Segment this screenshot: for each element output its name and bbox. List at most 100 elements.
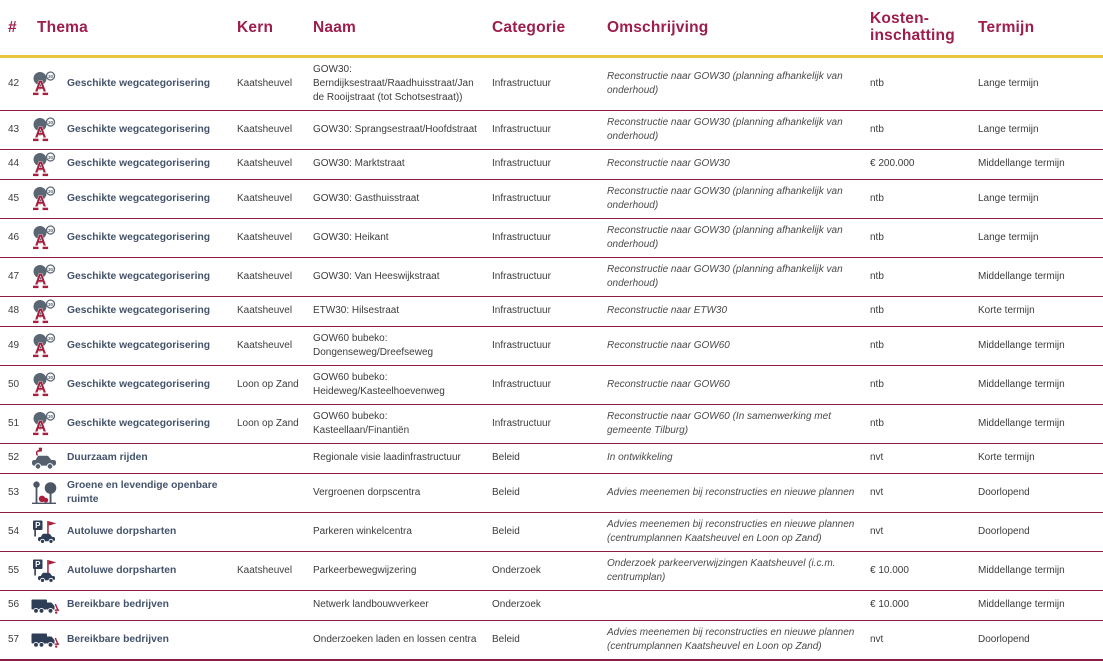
omschrijving-cell: Reconstructie naar GOW30 (planning afhan… bbox=[607, 116, 843, 142]
termijn-cell: Lange termijn bbox=[978, 192, 1039, 204]
svg-text:A: A bbox=[35, 159, 47, 176]
svg-text:P: P bbox=[35, 521, 41, 530]
thema-label: Geschikte wegcategorisering bbox=[67, 378, 211, 390]
termijn-cell: Doorlopend bbox=[978, 633, 1030, 645]
svg-text:30: 30 bbox=[48, 189, 54, 194]
kern-cell: Kaatsheuvel bbox=[237, 339, 293, 351]
omschrijving-cell: Advies meenemen bij reconstructies en ni… bbox=[607, 626, 855, 652]
thema-label: Autoluwe dorpsharten bbox=[67, 525, 177, 537]
row-number: 47 bbox=[8, 270, 20, 282]
naam-cell: GOW30: Heikant bbox=[313, 231, 389, 243]
road-category-icon: 30 A bbox=[28, 56, 62, 110]
kern-cell bbox=[232, 512, 308, 551]
categorie-cell: Infrastructuur bbox=[492, 123, 551, 135]
naam-cell: Regionale visie laadinfrastructuur bbox=[313, 452, 461, 464]
thema-label: Geschikte wegcategorisering bbox=[67, 158, 211, 170]
naam-cell: GOW60 bubeko: Kasteellaan/Finantiën bbox=[313, 410, 410, 436]
omschrijving-cell: Advies meenemen bij reconstructies en ni… bbox=[607, 486, 855, 498]
termijn-cell: Middellange termijn bbox=[978, 564, 1065, 576]
svg-text:A: A bbox=[35, 125, 47, 142]
svg-text:A: A bbox=[35, 419, 47, 436]
categorie-cell: Infrastructuur bbox=[492, 231, 551, 243]
termijn-cell: Lange termijn bbox=[978, 77, 1039, 89]
svg-text:30: 30 bbox=[48, 228, 54, 233]
svg-text:30: 30 bbox=[48, 336, 54, 341]
naam-cell: GOW60 bubeko: Dongenseweg/Dreefseweg bbox=[313, 332, 434, 358]
svg-text:30: 30 bbox=[48, 74, 54, 79]
termijn-cell: Korte termijn bbox=[978, 452, 1035, 464]
naam-cell: Vergroenen dorpscentra bbox=[313, 486, 421, 498]
svg-text:A: A bbox=[35, 341, 47, 358]
road-category-icon: 30 A bbox=[28, 149, 62, 179]
truck-icon bbox=[28, 620, 62, 660]
naam-cell: Parkeren winkelcentra bbox=[313, 525, 412, 537]
categorie-cell: Beleid bbox=[492, 633, 520, 645]
row-number: 52 bbox=[8, 452, 20, 464]
categorie-cell: Infrastructuur bbox=[492, 158, 551, 170]
table-row: 54 P Autoluwe dorpsharten Parkeren winke… bbox=[0, 512, 1103, 551]
ev-car-icon bbox=[28, 443, 62, 473]
termijn-cell: Middellange termijn bbox=[978, 339, 1065, 351]
termijn-cell: Doorlopend bbox=[978, 486, 1030, 498]
header-kern: Kern bbox=[237, 18, 274, 36]
table-row: 49 30 A Geschikte wegcategorisering Kaats… bbox=[0, 326, 1103, 366]
svg-text:30: 30 bbox=[48, 302, 54, 307]
table-row: 43 30 A Geschikte wegcategorisering Kaats… bbox=[0, 110, 1103, 150]
header-omschrijving: Omschrijving bbox=[607, 18, 709, 36]
table-row: 56 Bereikbare bedrijven Netwerk landbouw… bbox=[0, 590, 1103, 620]
termijn-cell: Lange termijn bbox=[978, 231, 1039, 243]
table-row: 57 Bereikbare bedrijven Onderzoeken lade… bbox=[0, 620, 1103, 660]
categorie-cell: Infrastructuur bbox=[492, 339, 551, 351]
road-category-icon: 30 A bbox=[28, 110, 62, 149]
row-number: 55 bbox=[8, 564, 20, 576]
road-category-icon: 30 A bbox=[28, 326, 62, 365]
categorie-cell: Onderzoek bbox=[492, 599, 541, 610]
header-categorie: Categorie bbox=[492, 18, 566, 36]
thema-label: Geschikte wegcategorisering bbox=[67, 231, 211, 243]
road-category-icon: 30 A bbox=[28, 404, 62, 443]
thema-label: Duurzaam rijden bbox=[67, 452, 148, 464]
table-body: 42 30 A Geschikte wegcategorisering Kaats… bbox=[0, 56, 1103, 660]
categorie-cell: Onderzoek bbox=[492, 564, 541, 576]
kosten-cell: ntb bbox=[870, 77, 884, 89]
kern-cell: Kaatsheuvel bbox=[237, 77, 293, 89]
naam-cell: GOW30: Berndijksestraat/Raadhuisstraat/J… bbox=[313, 63, 474, 103]
omschrijving-cell: Onderzoek parkeerverwijzingen Kaatsheuve… bbox=[607, 557, 836, 583]
table-row: 42 30 A Geschikte wegcategorisering Kaats… bbox=[0, 56, 1103, 111]
svg-text:30: 30 bbox=[48, 267, 54, 272]
thema-label: Geschikte wegcategorisering bbox=[67, 417, 211, 429]
row-number: 57 bbox=[8, 633, 20, 645]
row-number: 43 bbox=[8, 123, 20, 135]
svg-text:A: A bbox=[35, 306, 47, 323]
thema-label: Geschikte wegcategorisering bbox=[67, 77, 211, 89]
naam-cell: GOW60 bubeko: Heideweg/Kasteelhoevenweg bbox=[313, 371, 445, 397]
omschrijving-cell: Reconstructie naar GOW30 (planning afhan… bbox=[607, 224, 843, 250]
termijn-cell: Middellange termijn bbox=[978, 158, 1065, 170]
thema-label: Autoluwe dorpsharten bbox=[67, 564, 177, 576]
svg-text:30: 30 bbox=[48, 155, 54, 160]
kosten-cell: nvt bbox=[870, 452, 884, 464]
kern-cell bbox=[232, 590, 308, 620]
naam-cell: GOW30: Marktstraat bbox=[313, 158, 405, 170]
road-category-icon: 30 A bbox=[28, 296, 62, 326]
kosten-cell: ntb bbox=[870, 378, 884, 390]
termijn-cell: Middellange termijn bbox=[978, 417, 1065, 429]
row-number: 46 bbox=[8, 231, 20, 243]
kosten-cell: ntb bbox=[870, 270, 884, 282]
kosten-cell: € 200.000 bbox=[870, 158, 915, 170]
omschrijving-cell: Reconstructie naar GOW30 (planning afhan… bbox=[607, 263, 843, 289]
naam-cell: GOW30: Sprangsestraat/Hoofdstraat bbox=[313, 123, 477, 135]
thema-label: Geschikte wegcategorisering bbox=[67, 192, 211, 204]
row-number: 45 bbox=[8, 192, 20, 204]
kosten-cell: ntb bbox=[870, 231, 884, 243]
table-row: 50 30 A Geschikte wegcategorisering Loon … bbox=[0, 365, 1103, 405]
kern-cell: Kaatsheuvel bbox=[237, 192, 293, 204]
road-category-icon: 30 A bbox=[28, 257, 62, 296]
svg-text:A: A bbox=[35, 380, 47, 397]
row-number: 48 bbox=[8, 305, 20, 317]
table-row: 48 30 A Geschikte wegcategorisering Kaats… bbox=[0, 296, 1103, 327]
naam-cell: GOW30: Van Heeswijkstraat bbox=[313, 270, 440, 282]
row-number: 53 bbox=[8, 486, 20, 498]
